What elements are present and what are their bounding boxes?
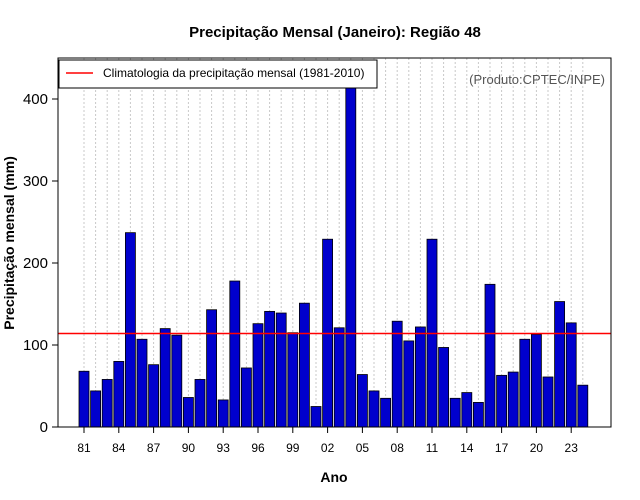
bar-2007 (380, 397, 392, 428)
bar-2010 (414, 326, 426, 428)
bar-2022 (554, 301, 565, 428)
y-tick-label: 200 (23, 255, 48, 272)
y-tick-label: 100 (23, 337, 48, 354)
bar-1997 (264, 310, 276, 428)
x-tick-label: 99 (286, 441, 300, 455)
bar-2020 (531, 333, 542, 428)
bar-1987 (148, 364, 160, 428)
bar-2021 (542, 376, 554, 428)
x-tick-label: 20 (530, 441, 544, 455)
y-axis-label: Precipitação mensal (mm) (1, 156, 17, 330)
bar-1989 (171, 334, 183, 428)
x-tick-label: 96 (251, 441, 265, 455)
x-tick-label: 17 (495, 441, 509, 455)
bar-1981 (78, 370, 90, 428)
chart-title: Precipitação Mensal (Janeiro): Região 48 (189, 24, 481, 41)
x-tick-label: 08 (391, 441, 405, 455)
bar-2003 (333, 327, 345, 428)
x-axis: 81 84 87 90 93 96 99 02 05 08 11 14 17 20 23 (77, 427, 578, 455)
bar-1984 (113, 360, 125, 428)
bar-2015 (472, 401, 484, 428)
bar-2023 (565, 322, 577, 428)
x-tick-label: 81 (77, 441, 91, 455)
y-tick-label: 0 (40, 419, 48, 436)
bar-1991 (194, 379, 206, 428)
bar-2017 (496, 374, 508, 428)
bar-2018 (507, 371, 519, 428)
bar-2005 (356, 374, 368, 428)
bar-1988 (159, 328, 171, 428)
bar-1999 (287, 332, 299, 428)
y-tick-label: 400 (23, 91, 48, 108)
legend: Climatologia da precipitação mensal (198… (58, 59, 378, 89)
bar-1996 (252, 323, 264, 428)
legend-label: Climatologia da precipitação mensal (198… (103, 66, 364, 80)
bar-1982 (90, 390, 101, 428)
bar-1990 (182, 397, 194, 428)
bar-2008 (391, 320, 403, 428)
plot-frame (57, 57, 612, 428)
y-axis: 0 100 200 300 400 (23, 91, 58, 436)
bar-1983 (101, 379, 113, 428)
credit-text: (Produto:CPTEC/INPE) (469, 72, 605, 87)
bar-1992 (206, 309, 218, 428)
x-tick-label: 11 (426, 441, 439, 455)
bar-2024 (577, 384, 589, 428)
bar-2016 (484, 283, 496, 428)
bar-1998 (275, 312, 287, 428)
x-tick-label: 02 (321, 441, 335, 455)
bar-2009 (403, 340, 415, 428)
x-tick-label: 14 (460, 441, 474, 455)
x-tick-label: 84 (112, 441, 126, 455)
bar-2000 (298, 302, 310, 428)
y-tick-label: 300 (23, 173, 48, 190)
bar-2019 (519, 338, 531, 428)
bar-1995 (240, 367, 252, 428)
bar-2006 (368, 390, 380, 428)
x-tick-label: 23 (565, 441, 579, 455)
legend-box (58, 59, 378, 89)
x-tick-label: 87 (147, 441, 161, 455)
bar-2004 (345, 63, 357, 428)
bar-2014 (461, 392, 473, 428)
x-tick-label: 90 (182, 441, 196, 455)
bar-1993 (217, 399, 229, 428)
x-axis-label: Ano (320, 469, 347, 485)
bar-2013 (449, 397, 461, 428)
bar-1985 (125, 232, 136, 428)
grid-layer (83, 58, 584, 427)
bar-2001 (310, 406, 322, 428)
x-tick-label: 93 (217, 441, 231, 455)
bar-1994 (229, 280, 241, 428)
bars-layer (78, 63, 589, 428)
x-tick-label: 05 (356, 441, 370, 455)
bar-1986 (136, 338, 148, 428)
bar-2012 (438, 347, 450, 428)
